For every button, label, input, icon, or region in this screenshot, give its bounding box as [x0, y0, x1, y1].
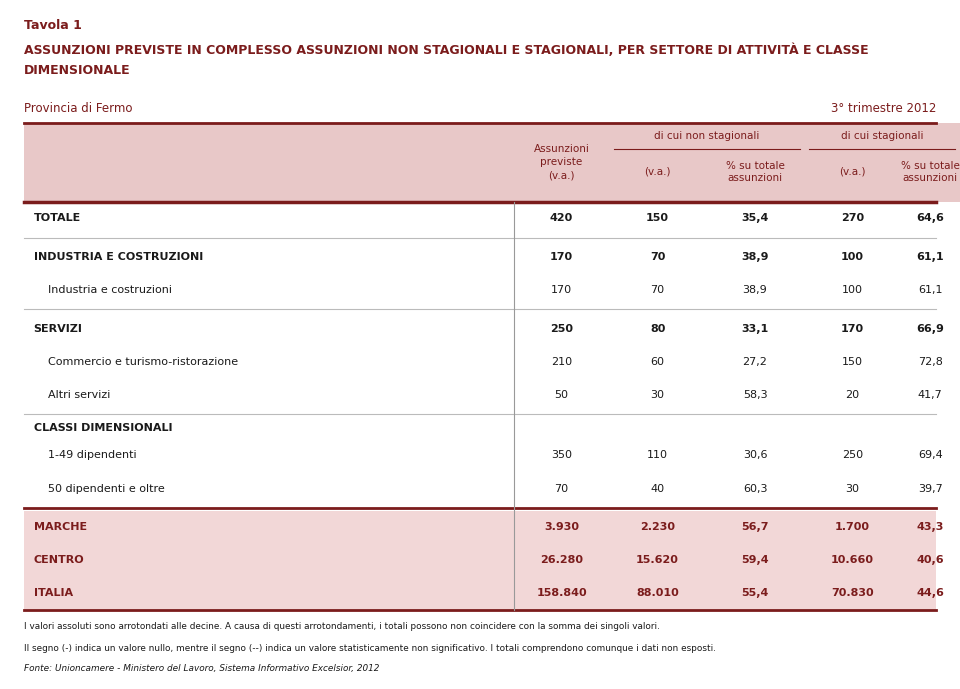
Text: 39,7: 39,7 [918, 484, 943, 493]
Text: 110: 110 [647, 451, 668, 460]
Text: (v.a.): (v.a.) [839, 167, 866, 177]
Text: 10.660: 10.660 [831, 555, 874, 565]
Text: 170: 170 [551, 285, 572, 295]
Bar [24, 123, 514, 202]
Text: % su totale
assunzioni: % su totale assunzioni [900, 161, 960, 183]
Text: 250: 250 [550, 324, 573, 333]
Text: 3° trimestre 2012: 3° trimestre 2012 [830, 102, 936, 115]
Text: 59,4: 59,4 [741, 555, 769, 565]
Text: 70: 70 [651, 285, 664, 295]
Text: 30,6: 30,6 [743, 451, 767, 460]
Text: 38,9: 38,9 [741, 252, 769, 262]
Text: 30: 30 [846, 484, 859, 493]
Text: 170: 170 [550, 252, 573, 262]
Text: 70.830: 70.830 [831, 588, 874, 598]
Text: 270: 270 [841, 214, 864, 223]
Text: 158.840: 158.840 [537, 588, 587, 598]
Text: 150: 150 [646, 214, 669, 223]
Text: di cui stagionali: di cui stagionali [841, 131, 924, 141]
Text: 100: 100 [842, 285, 863, 295]
Text: 26.280: 26.280 [540, 555, 583, 565]
Text: INDUSTRIA E COSTRUZIONI: INDUSTRIA E COSTRUZIONI [34, 252, 203, 262]
Bar [24, 511, 936, 544]
Text: 58,3: 58,3 [743, 390, 767, 400]
Text: DIMENSIONALE: DIMENSIONALE [24, 64, 131, 77]
Text: 70: 70 [555, 484, 568, 493]
Text: 250: 250 [842, 451, 863, 460]
Text: (v.a.): (v.a.) [644, 167, 671, 177]
Text: Altri servizi: Altri servizi [48, 390, 110, 400]
Text: SERVIZI: SERVIZI [34, 324, 83, 333]
Text: 55,4: 55,4 [741, 588, 769, 598]
Text: 64,6: 64,6 [916, 214, 945, 223]
Text: di cui non stagionali: di cui non stagionali [655, 131, 759, 141]
Text: 66,9: 66,9 [916, 324, 945, 333]
Text: 210: 210 [551, 357, 572, 367]
Text: 70: 70 [650, 252, 665, 262]
Text: Assunzioni
previste
(v.a.): Assunzioni previste (v.a.) [534, 144, 589, 181]
Text: 350: 350 [551, 451, 572, 460]
Text: 44,6: 44,6 [916, 588, 945, 598]
Text: 60: 60 [651, 357, 664, 367]
Text: 33,1: 33,1 [741, 324, 769, 333]
Bar [24, 577, 936, 610]
Text: 38,9: 38,9 [743, 285, 767, 295]
Text: 15.620: 15.620 [636, 555, 679, 565]
Text: 35,4: 35,4 [741, 214, 769, 223]
Text: Commercio e turismo-ristorazione: Commercio e turismo-ristorazione [48, 357, 238, 367]
Bar [24, 544, 936, 577]
Text: Provincia di Fermo: Provincia di Fermo [24, 102, 132, 115]
Text: TOTALE: TOTALE [34, 214, 81, 223]
Text: 72,8: 72,8 [918, 357, 943, 367]
Text: CLASSI DIMENSIONALI: CLASSI DIMENSIONALI [34, 423, 172, 433]
Text: 3.930: 3.930 [544, 522, 579, 532]
Text: 60,3: 60,3 [743, 484, 767, 493]
Text: 100: 100 [841, 252, 864, 262]
Text: I valori assoluti sono arrotondati alle decine. A causa di questi arrotondamenti: I valori assoluti sono arrotondati alle … [24, 622, 660, 631]
Text: Industria e costruzioni: Industria e costruzioni [48, 285, 172, 295]
Text: Il segno (-) indica un valore nullo, mentre il segno (--) indica un valore stati: Il segno (-) indica un valore nullo, men… [24, 644, 716, 653]
Text: 420: 420 [550, 214, 573, 223]
Text: 20: 20 [846, 390, 859, 400]
Text: 1-49 dipendenti: 1-49 dipendenti [48, 451, 136, 460]
Text: 61,1: 61,1 [918, 285, 943, 295]
Text: 27,2: 27,2 [743, 357, 767, 367]
Text: 2.230: 2.230 [640, 522, 675, 532]
Text: MARCHE: MARCHE [34, 522, 86, 532]
Text: 40,6: 40,6 [917, 555, 944, 565]
Text: 88.010: 88.010 [636, 588, 679, 598]
Bar [514, 123, 960, 202]
Text: 150: 150 [842, 357, 863, 367]
Text: 56,7: 56,7 [741, 522, 769, 532]
Text: 40: 40 [651, 484, 664, 493]
Text: Fonte: Unioncamere - Ministero del Lavoro, Sistema Informativo Excelsior, 2012: Fonte: Unioncamere - Ministero del Lavor… [24, 664, 379, 672]
Text: 50 dipendenti e oltre: 50 dipendenti e oltre [48, 484, 165, 493]
Text: CENTRO: CENTRO [34, 555, 84, 565]
Text: Tavola 1: Tavola 1 [24, 19, 82, 32]
Text: 50: 50 [555, 390, 568, 400]
Text: 61,1: 61,1 [917, 252, 944, 262]
Text: % su totale
assunzioni: % su totale assunzioni [726, 161, 784, 183]
Text: 80: 80 [650, 324, 665, 333]
Text: ASSUNZIONI PREVISTE IN COMPLESSO ASSUNZIONI NON STAGIONALI E STAGIONALI, PER SET: ASSUNZIONI PREVISTE IN COMPLESSO ASSUNZI… [24, 43, 869, 57]
Text: 1.700: 1.700 [835, 522, 870, 532]
Text: 43,3: 43,3 [917, 522, 944, 532]
Text: 30: 30 [651, 390, 664, 400]
Text: 170: 170 [841, 324, 864, 333]
Text: 41,7: 41,7 [918, 390, 943, 400]
Text: 69,4: 69,4 [918, 451, 943, 460]
Text: ITALIA: ITALIA [34, 588, 73, 598]
